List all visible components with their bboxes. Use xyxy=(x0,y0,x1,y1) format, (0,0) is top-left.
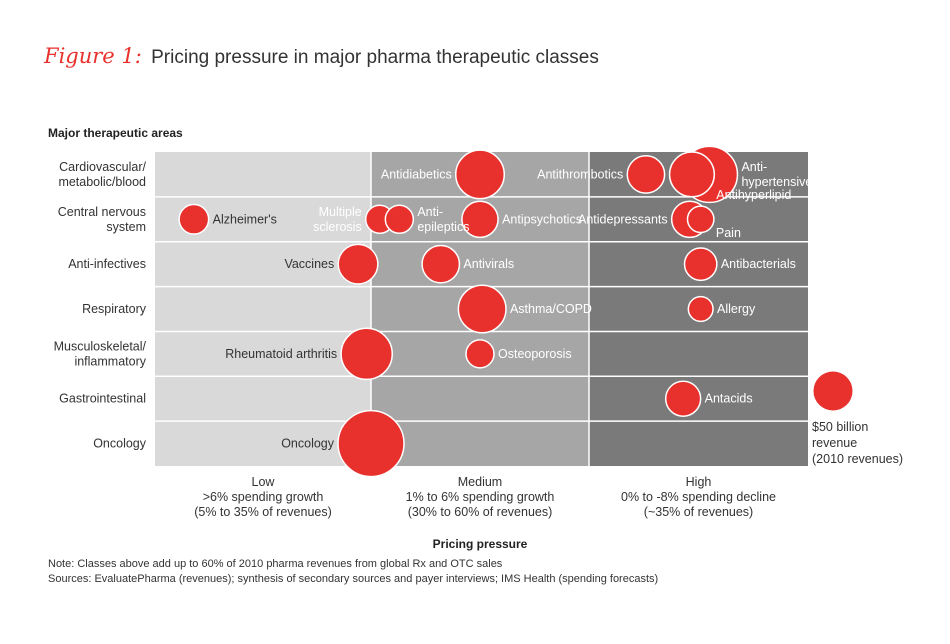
bubble xyxy=(465,339,495,369)
figure-label: Figure 1: xyxy=(44,44,142,68)
figure-title-text: Pricing pressure in major pharma therape… xyxy=(151,47,599,68)
bubble xyxy=(384,204,415,235)
bubble-label: Antivirals xyxy=(463,257,514,271)
bubble-label: Antacids xyxy=(705,392,753,406)
bubble-label: Osteoporosis xyxy=(498,347,572,361)
y-axis-title: Major therapeutic areas xyxy=(48,126,183,140)
bubble-label: Anti-epileptics xyxy=(417,205,469,234)
bubble xyxy=(340,327,393,381)
bubble xyxy=(337,409,405,478)
bubble-label: Antithrombotics xyxy=(537,167,623,181)
bubble xyxy=(455,149,505,200)
bubble xyxy=(457,284,507,334)
sources-text: Sources: EvaluatePharma (revenues); synt… xyxy=(48,573,659,585)
row-label: Gastrointestinal xyxy=(59,392,146,406)
bubble xyxy=(461,200,499,239)
bubble xyxy=(687,295,714,323)
bubble-label: Multiple sclerosis xyxy=(313,205,362,234)
bubble xyxy=(664,380,702,417)
bubble-label: Anti-hypertensive xyxy=(741,160,812,189)
column-bg-low xyxy=(155,152,371,467)
note-text: Note: Classes above add up to 60% of 201… xyxy=(48,558,503,570)
bubble-label: Rheumatoid arthritis xyxy=(225,347,337,361)
row-label: Anti-infectives xyxy=(68,257,146,271)
bubble-label: Pain xyxy=(716,226,741,240)
bubble-label: Antipsychotics xyxy=(502,212,582,226)
column-label: Low >6% spending growth (5% to 35% of reve… xyxy=(194,475,332,519)
bubble xyxy=(626,155,666,194)
bubble-label: Asthma/COPD xyxy=(510,302,592,316)
legend-bubble xyxy=(813,371,853,411)
row-label: Respiratory xyxy=(82,302,147,316)
row-label: Musculoskeletal/inflammatory xyxy=(54,339,147,368)
bubble-label: Antidepressants xyxy=(578,212,668,226)
bubble-label: Antihyperlipid xyxy=(716,188,791,202)
bubble-label: Allergy xyxy=(717,302,756,316)
bubble xyxy=(337,243,379,285)
row-label: Cardiovascular/metabolic/blood xyxy=(58,160,146,189)
bubble-label: Oncology xyxy=(281,437,335,451)
bubble xyxy=(683,247,718,282)
bubble xyxy=(668,151,716,198)
bubble xyxy=(178,203,210,235)
column-label: High 0% to -8% spending decline (~35% of r… xyxy=(621,475,776,519)
bubble-label: Antidiabetics xyxy=(381,167,452,181)
row-label: Oncology xyxy=(93,437,147,451)
bubble xyxy=(686,205,715,234)
figure-title: Figure 1: Pricing pressure in major phar… xyxy=(44,44,599,69)
column-label: Medium 1% to 6% spending growth (30% to 60… xyxy=(406,475,555,519)
legend-label: $50 billion revenue (2010 revenues) xyxy=(812,420,903,466)
bubble-label: Vaccines xyxy=(284,257,334,271)
x-axis-title: Pricing pressure xyxy=(433,537,528,551)
bubble-label: Antibacterials xyxy=(721,257,796,271)
bubble-label: Alzheimer's xyxy=(213,212,277,226)
bubble xyxy=(421,244,461,284)
row-label: Central nervous system xyxy=(58,205,146,234)
